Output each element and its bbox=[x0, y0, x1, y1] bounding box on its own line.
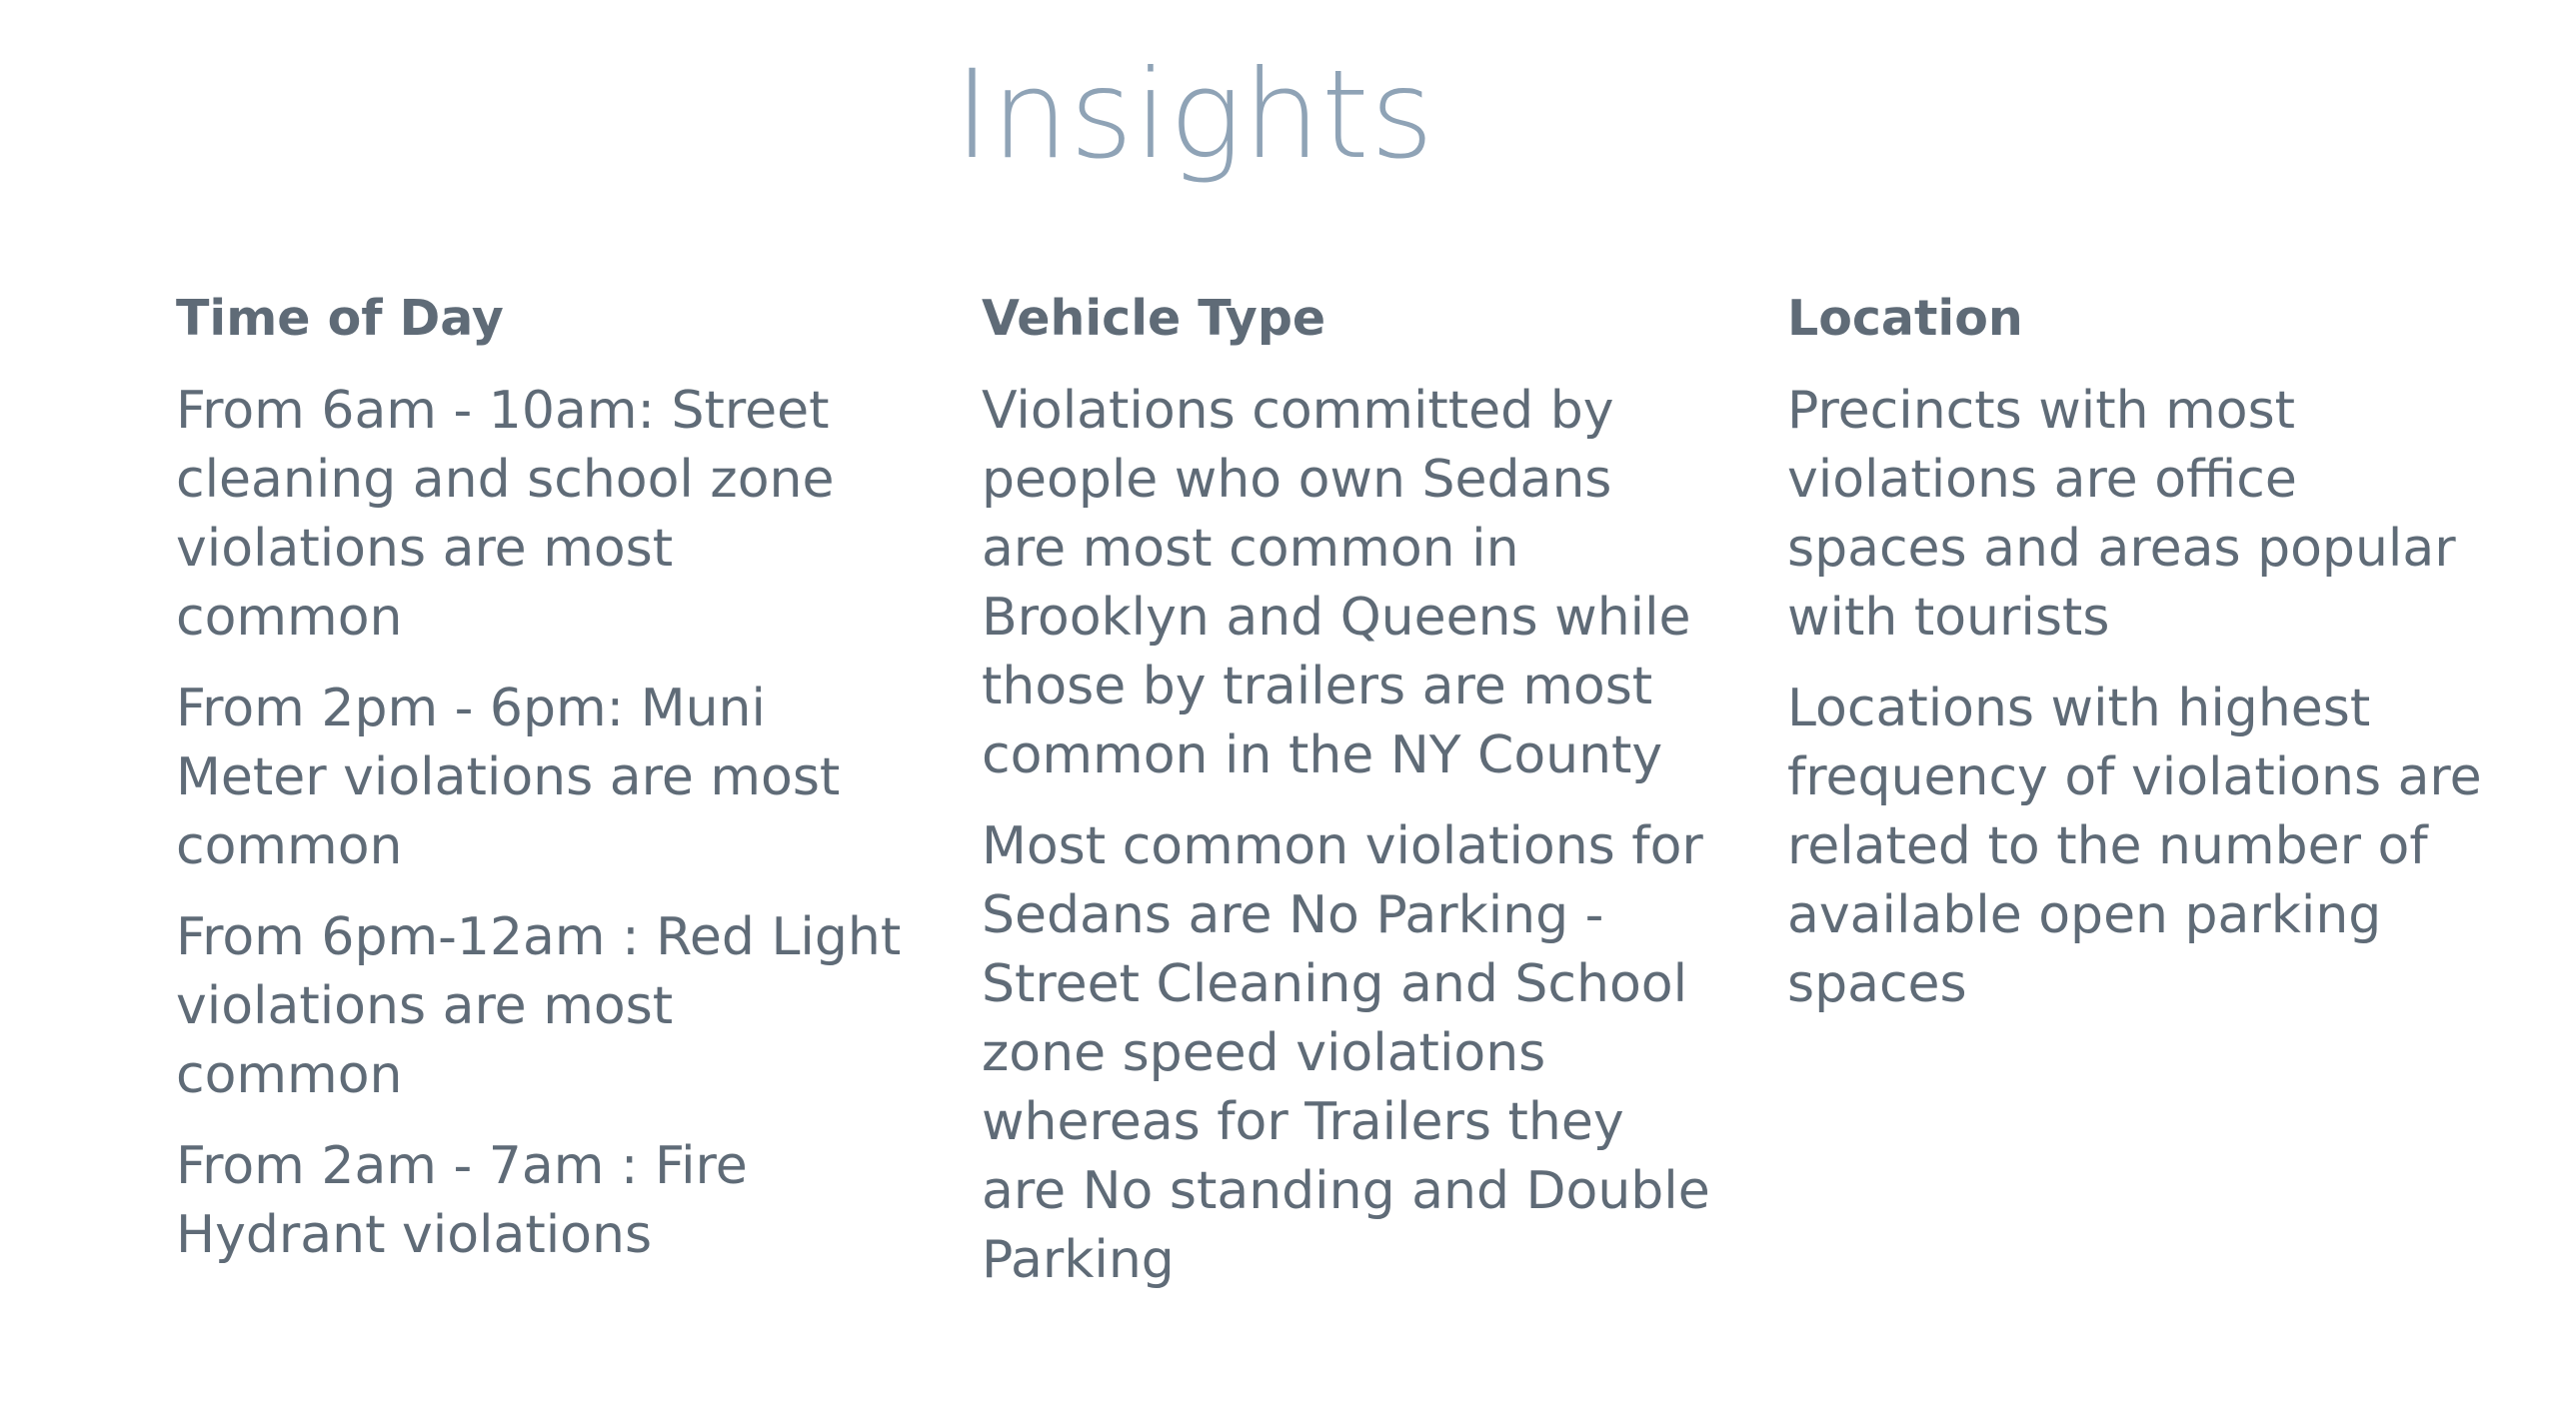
column-heading: Time of Day bbox=[176, 290, 504, 347]
column-location: Location Precincts with most violations … bbox=[1787, 283, 2487, 1041]
insight-paragraph: From 2am - 7am : Fire Hydrant violations bbox=[176, 1136, 748, 1265]
column-heading: Location bbox=[1787, 290, 2023, 347]
insight-paragraph: From 6am - 10am: Street cleaning and sch… bbox=[176, 381, 835, 648]
insight-paragraph: From 6pm-12am : Red Light violations are… bbox=[176, 907, 902, 1105]
slide-title: Insights bbox=[954, 44, 1435, 186]
insight-paragraph: Violations committed by people who own S… bbox=[982, 381, 1691, 785]
column-vehicle-type: Vehicle Type Violations committed by peo… bbox=[982, 283, 1711, 1317]
column-heading: Vehicle Type bbox=[982, 290, 1326, 347]
insight-paragraph: Locations with highest frequency of viol… bbox=[1787, 679, 2482, 1014]
insight-paragraph: From 2pm - 6pm: Muni Meter violations ar… bbox=[176, 679, 841, 876]
column-time-of-day: Time of Day From 6am - 10am: Street clea… bbox=[176, 283, 906, 1292]
insight-paragraph: Precincts with most violations are offic… bbox=[1787, 381, 2456, 648]
insight-paragraph: Most common violations for Sedans are No… bbox=[982, 816, 1710, 1290]
